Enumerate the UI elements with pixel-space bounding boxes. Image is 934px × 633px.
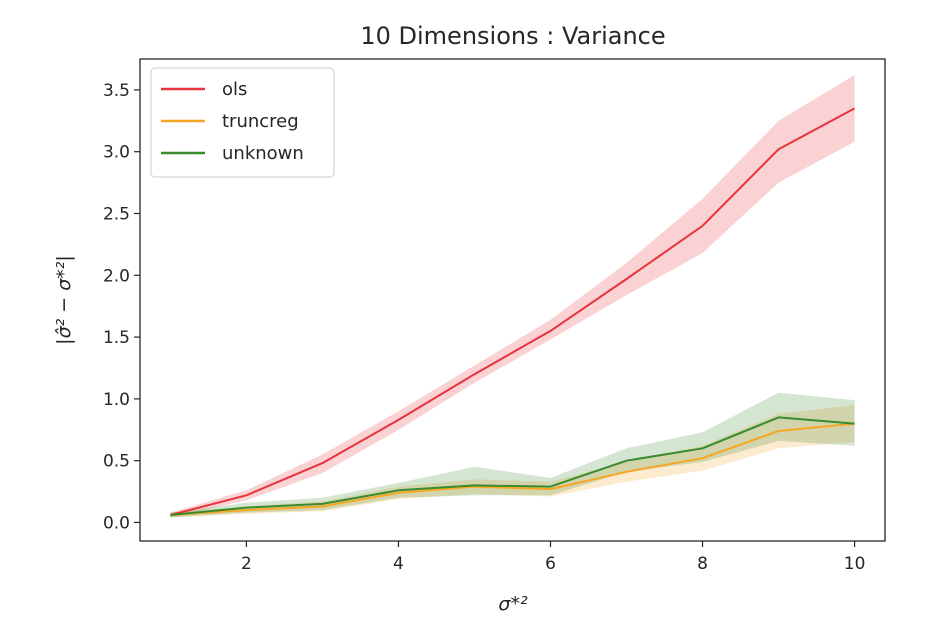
truncreg-legend-label: truncreg xyxy=(222,111,299,132)
legend-box xyxy=(150,67,335,178)
x-axis-label: σ*² xyxy=(498,593,528,615)
unknown-band xyxy=(170,392,855,518)
ols-band xyxy=(170,75,855,518)
y-axis: 0.0 0.5 1.0 1.5 2.0 2.5 3.0 3.5 xyxy=(103,81,140,533)
truncreg-line xyxy=(170,422,855,516)
y-tick-label: 0.0 xyxy=(103,513,130,533)
plot-frame xyxy=(139,58,886,542)
confidence-bands xyxy=(170,75,855,518)
chart-title: 10 Dimensions : Variance xyxy=(360,22,665,50)
ols-line xyxy=(170,107,856,516)
y-tick-label: 1.5 xyxy=(103,328,130,348)
unknown-legend-label: unknown xyxy=(222,143,304,164)
ols-legend-label: ols xyxy=(222,79,247,100)
y-tick-label: 2.0 xyxy=(103,266,130,286)
x-tick-label: 4 xyxy=(393,554,404,574)
y-tick-label: 2.5 xyxy=(103,204,130,224)
x-axis: 2 4 6 8 10 xyxy=(241,541,865,574)
y-tick-label: 3.0 xyxy=(103,143,130,163)
truncreg-band xyxy=(170,405,855,518)
x-tick-label: 10 xyxy=(844,554,866,574)
x-tick-label: 8 xyxy=(697,554,708,574)
y-tick-label: 0.5 xyxy=(103,452,130,472)
unknown-line xyxy=(170,416,855,516)
y-axis-label: |σ̂² − σ*²| xyxy=(53,255,75,345)
legend: ols truncreg unknown xyxy=(150,67,335,178)
x-tick-label: 2 xyxy=(241,554,252,574)
y-tick-label: 1.0 xyxy=(103,390,130,410)
series-lines xyxy=(170,107,856,516)
y-tick-label: 3.5 xyxy=(103,81,130,101)
x-tick-label: 6 xyxy=(545,554,556,574)
